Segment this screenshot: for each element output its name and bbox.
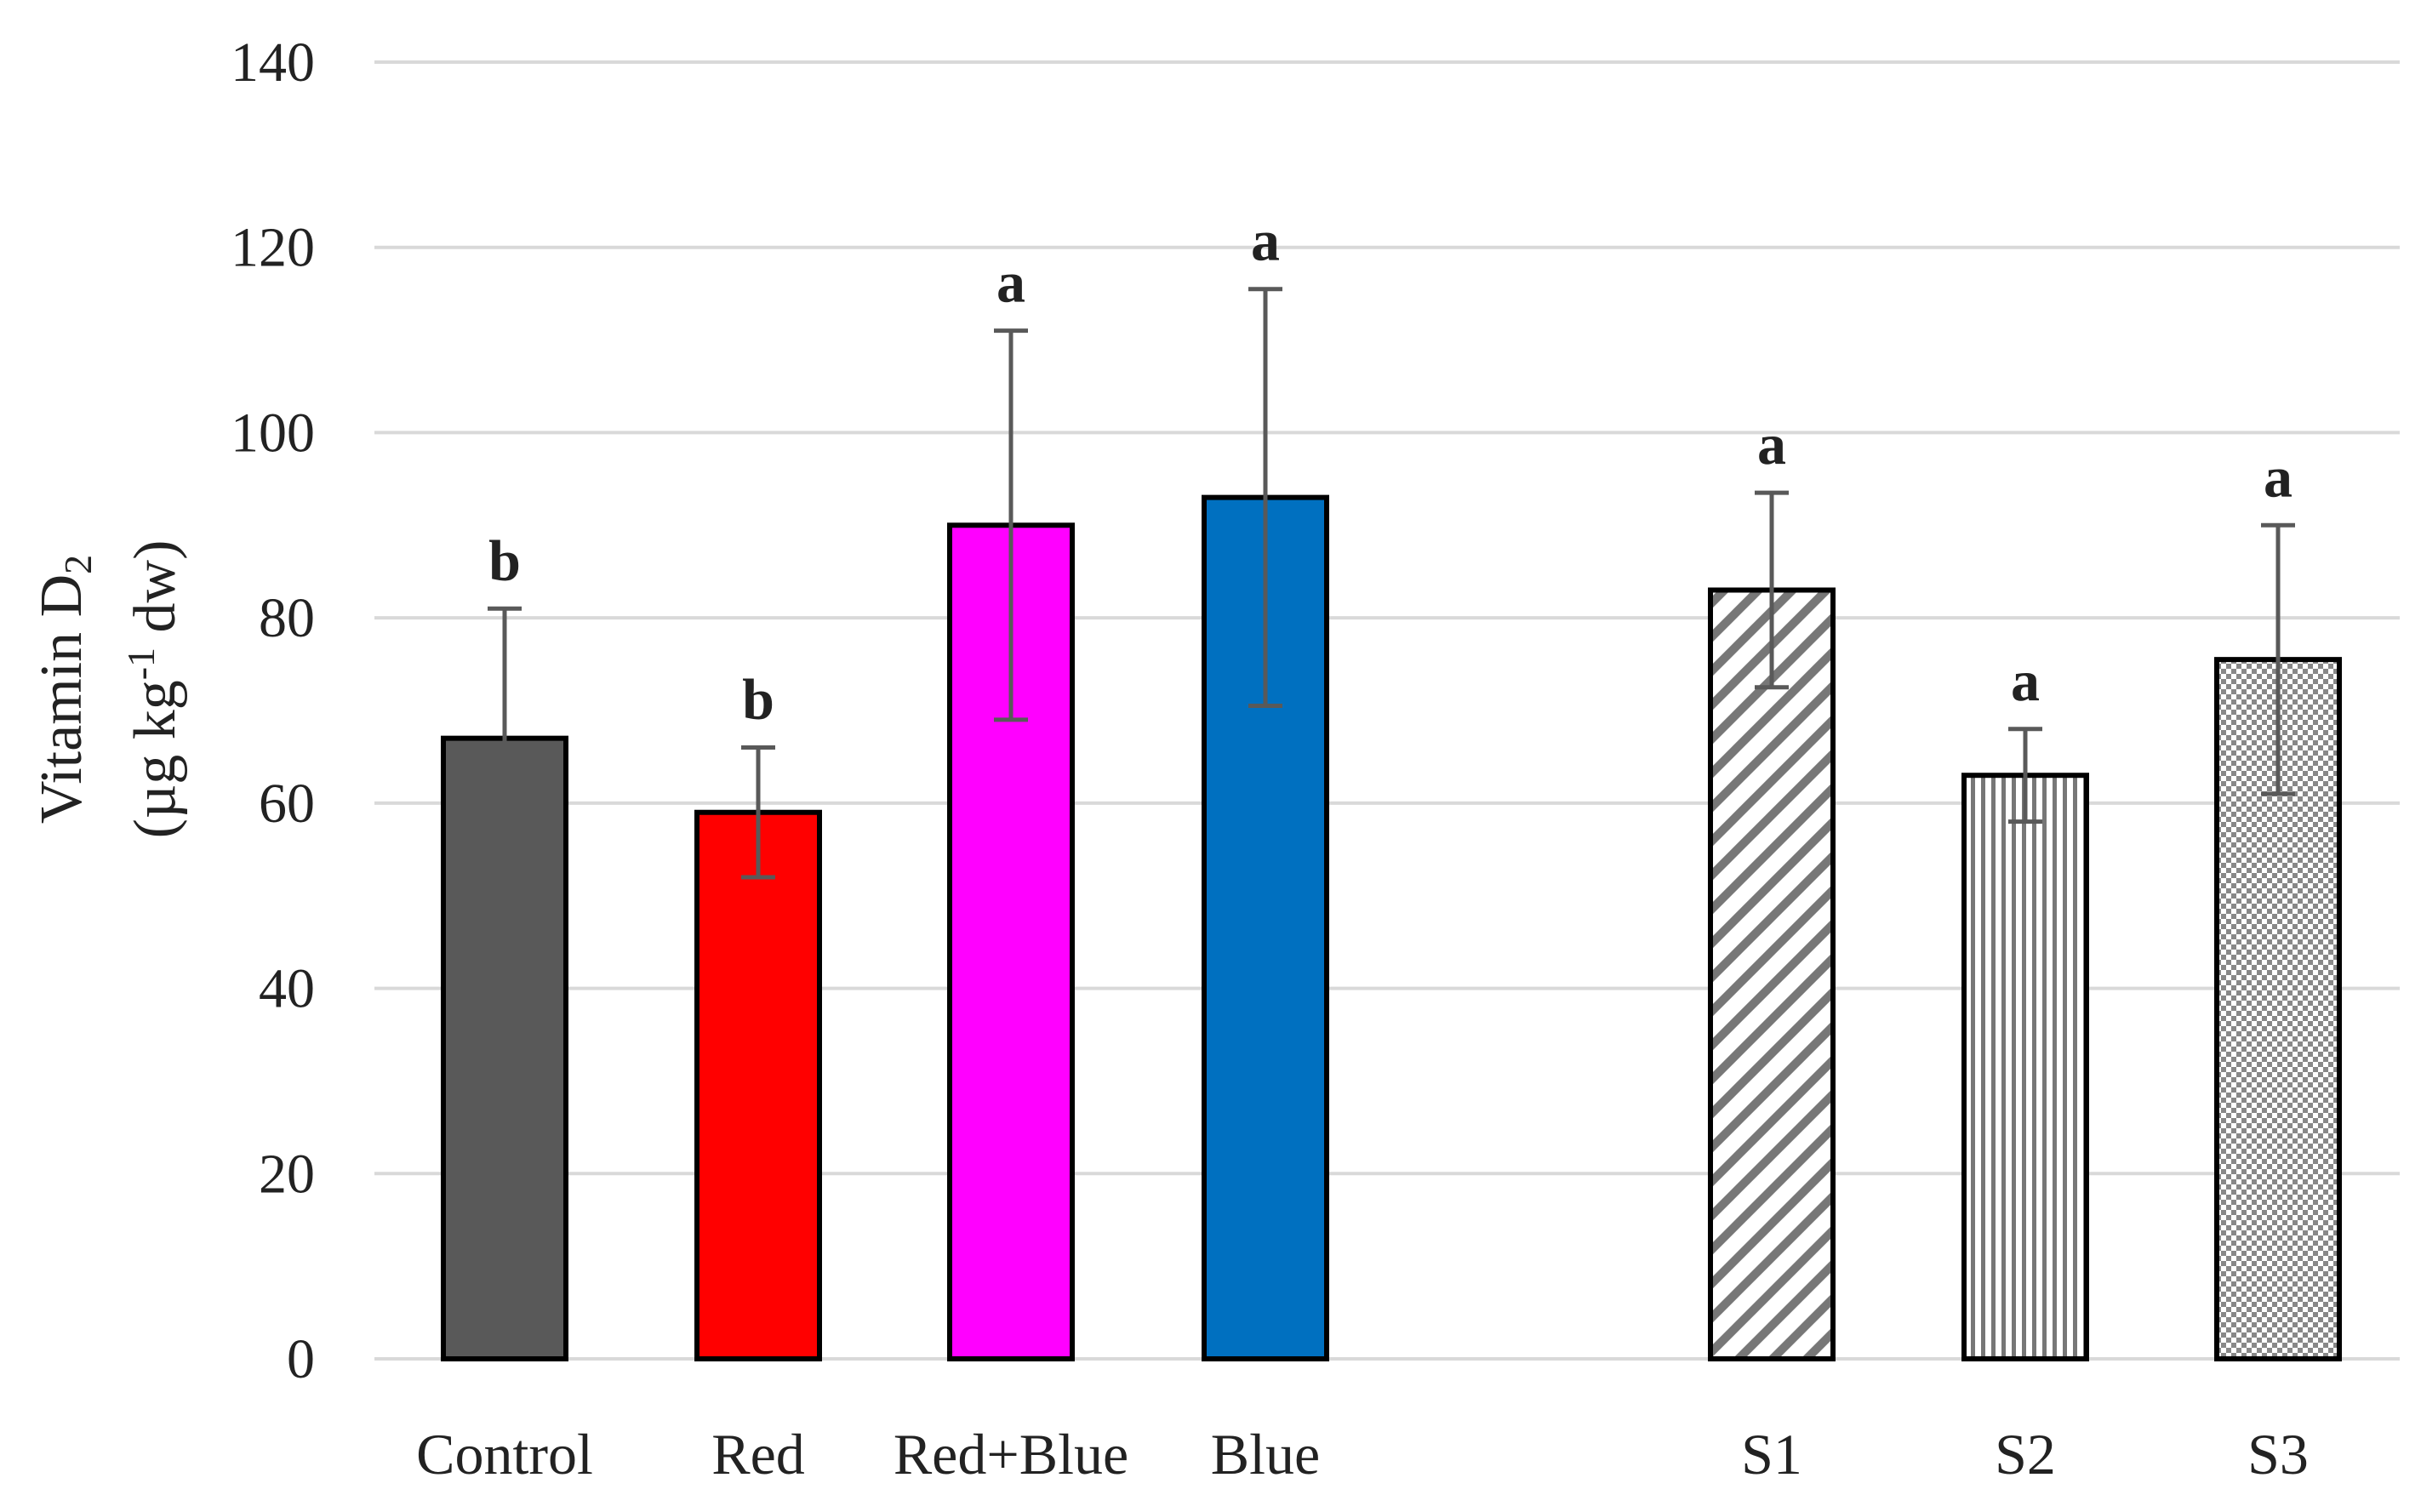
y-tick-label-0: 0 (287, 1328, 315, 1390)
error-bar-s3 (2261, 522, 2295, 796)
y-axis-title-line1: Vitamin D2 (29, 555, 100, 824)
bar-s2 (1961, 773, 2089, 1361)
category-label-s1: S1 (1741, 1422, 1802, 1486)
y-tick-label-100: 100 (231, 402, 315, 464)
error-bar-control (488, 606, 522, 870)
category-label-s3: S3 (2247, 1422, 2309, 1486)
bars (441, 494, 2342, 1361)
y-axis-title: Vitamin D2 (µg kg-1 dw) (29, 540, 188, 839)
category-label-s2: S2 (1995, 1422, 2056, 1486)
error-bars (488, 287, 2295, 880)
significance-letter-red: b (742, 667, 774, 732)
significance-letter-blue: a (1251, 208, 1280, 273)
significance-letters: b b a a a a a (488, 208, 2293, 732)
error-bar-red-blue (994, 328, 1028, 722)
bar-s1 (1708, 587, 1836, 1361)
y-axis-title-line2: (µg kg-1 dw) (119, 540, 188, 839)
significance-letter-s2: a (2011, 648, 2040, 713)
error-bar-s1 (1755, 490, 1789, 690)
category-label-blue: Blue (1211, 1422, 1320, 1486)
significance-letter-control: b (488, 528, 521, 592)
error-bar-red (741, 745, 775, 880)
error-bar-blue (1248, 287, 1282, 709)
y-axis-tick-labels: 0 20 40 60 80 100 120 140 (231, 31, 315, 1390)
y-tick-label-120: 120 (231, 217, 315, 279)
category-label-red-blue: Red+Blue (894, 1422, 1128, 1486)
significance-letter-s1: a (1757, 412, 1786, 476)
category-label-red: Red (711, 1422, 805, 1486)
gridlines (374, 60, 2400, 1361)
significance-letter-red-blue: a (996, 250, 1025, 315)
x-axis-category-labels: Control Red Red+Blue Blue S1 S2 S3 (416, 1422, 2309, 1486)
y-tick-label-60: 60 (259, 773, 315, 835)
y-tick-label-140: 140 (231, 31, 315, 94)
bar-red (694, 809, 822, 1361)
category-label-control: Control (416, 1422, 593, 1486)
y-tick-label-40: 40 (259, 958, 315, 1020)
y-tick-label-80: 80 (259, 587, 315, 649)
significance-letter-s3: a (2264, 444, 2293, 509)
error-bar-s2 (2008, 727, 2042, 824)
y-tick-label-20: 20 (259, 1143, 315, 1205)
